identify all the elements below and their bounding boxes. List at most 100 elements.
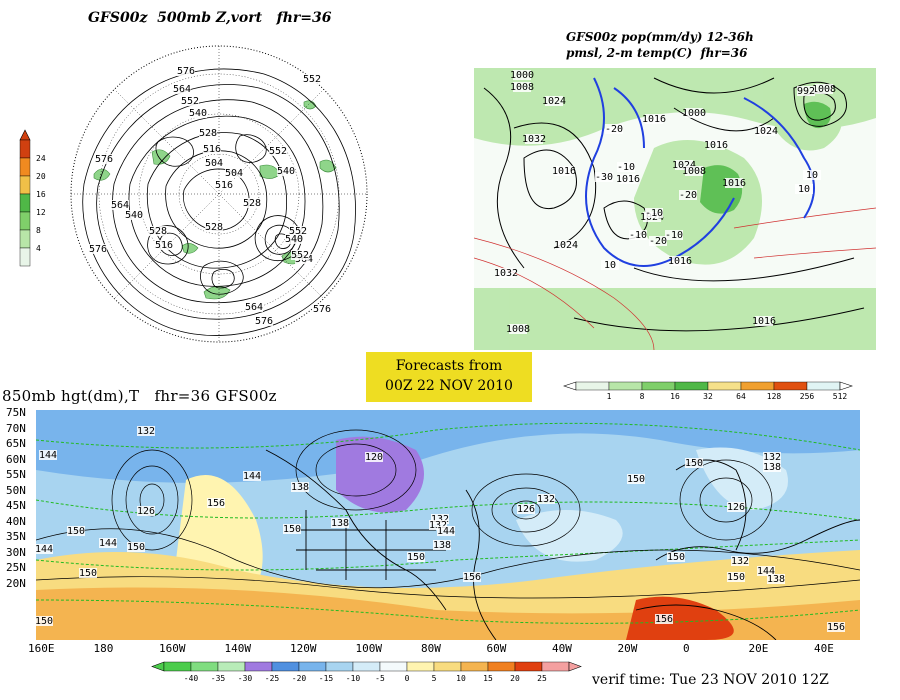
contour-label-bg bbox=[757, 566, 775, 576]
colorbar-label: 64 bbox=[736, 392, 746, 401]
contour-label-bg bbox=[303, 74, 321, 84]
contour-label: 576 bbox=[89, 244, 107, 255]
contour-label: 516 bbox=[215, 180, 233, 191]
contour-label-bg bbox=[255, 316, 273, 326]
precip-colorbar: 1 8 16 32 64 128 256 512 bbox=[563, 381, 853, 401]
contour-label-bg bbox=[757, 126, 775, 136]
contour-label: -10 bbox=[617, 162, 635, 173]
contour-label: 138 bbox=[291, 482, 309, 493]
contour-label: 150 bbox=[727, 572, 745, 583]
contour-label: 564 bbox=[111, 200, 129, 211]
panel-850mb-title: 850mb hgt(dm),T fhr=36 GFS00z bbox=[2, 387, 277, 405]
contour-label-bg bbox=[283, 524, 301, 534]
colorbar-label: 0 bbox=[405, 674, 410, 683]
contour-label: -10 bbox=[629, 230, 647, 241]
contour-label-bg bbox=[365, 452, 383, 462]
colorbar-swatch bbox=[406, 661, 435, 672]
colorbar-swatch bbox=[608, 381, 643, 391]
contour-label: 150 bbox=[283, 524, 301, 535]
height-contours bbox=[36, 429, 860, 599]
contour-label-bg bbox=[431, 514, 449, 524]
panel-pop-title-line1: GFS00z pop(mm/dy) 12-36h bbox=[566, 30, 754, 44]
lat-label: 25N bbox=[6, 561, 26, 574]
contour-label-bg bbox=[243, 198, 261, 208]
colorbar-label: 512 bbox=[833, 392, 848, 401]
colorbar-label: -30 bbox=[238, 674, 253, 683]
contour-label: 528 bbox=[199, 128, 217, 139]
graticule bbox=[71, 46, 367, 342]
contour-label: -20 bbox=[649, 236, 667, 247]
panel-500mb-title: GFS00z 500mb Z,vort fhr=36 bbox=[88, 10, 332, 26]
contour-label-bg bbox=[207, 498, 225, 508]
contour-label: 150 bbox=[667, 552, 685, 563]
contour-label: 528 bbox=[243, 198, 261, 209]
contour-label: 1008 bbox=[510, 82, 534, 93]
colorbar-label: 15 bbox=[483, 674, 493, 683]
lon-label: 20W bbox=[617, 642, 638, 655]
lat-label: 50N bbox=[6, 483, 26, 497]
contour-label: 144 bbox=[99, 538, 117, 549]
contour-label-bg bbox=[619, 174, 637, 184]
colorbar-swatch bbox=[19, 193, 31, 213]
contour-label-bg bbox=[205, 222, 223, 232]
colorbar-label: 20 bbox=[36, 172, 46, 181]
colorbar-label: 4 bbox=[36, 244, 41, 253]
contour-label-bg bbox=[39, 450, 57, 460]
colorbar-label: -25 bbox=[265, 674, 280, 683]
forecast-line1: Forecasts from bbox=[395, 358, 503, 374]
contour-label: 156 bbox=[463, 572, 481, 583]
contour-label-bg bbox=[645, 114, 663, 124]
lat-label: 75N bbox=[6, 406, 26, 419]
contour-label: 516 bbox=[155, 240, 173, 251]
isobars bbox=[483, 77, 865, 332]
contour-label: 1024 bbox=[672, 160, 696, 171]
contour-label-bg bbox=[727, 572, 745, 582]
colorbar-swatch bbox=[433, 661, 462, 672]
colorbar-swatch bbox=[19, 229, 31, 249]
colorbar-swatch bbox=[190, 661, 219, 672]
contour-label-bg bbox=[437, 526, 455, 536]
contour-label: 552 bbox=[181, 96, 199, 107]
contour-label-bg bbox=[685, 166, 703, 176]
contour-label-bg bbox=[67, 526, 85, 536]
contour-label: 144 bbox=[437, 526, 455, 537]
colorbar-label: 8 bbox=[640, 392, 645, 401]
colorbar-swatch bbox=[514, 661, 543, 672]
colorbar-swatch bbox=[460, 661, 489, 672]
contour-label-bg bbox=[595, 172, 613, 182]
contour-label-bg bbox=[555, 166, 573, 176]
contour-label-bg bbox=[155, 240, 173, 250]
contour-label-bg bbox=[665, 230, 683, 240]
contour-label: 1024 bbox=[554, 240, 578, 251]
contour-label: -10 bbox=[645, 208, 663, 219]
contour-label: 1016 bbox=[704, 140, 728, 151]
contour-label: 1016 bbox=[668, 256, 692, 267]
contour-label: 144 bbox=[757, 566, 775, 577]
colorbar-swatch bbox=[352, 661, 381, 672]
coastlines bbox=[265, 449, 860, 640]
colorbar-label: 12 bbox=[36, 208, 46, 217]
colorbar-swatch bbox=[674, 381, 709, 391]
contour-label-bg bbox=[513, 70, 531, 80]
contour-label: 144 bbox=[39, 450, 57, 461]
contour-label: 138 bbox=[433, 540, 451, 551]
colorbar-swatch bbox=[271, 661, 300, 672]
contour-label-bg bbox=[707, 140, 725, 150]
contour-label: 138 bbox=[763, 462, 781, 473]
verif-time: verif time: Tue 23 NOV 2010 12Z bbox=[592, 672, 829, 688]
contour-label: 1024 bbox=[754, 126, 778, 137]
precip-fill bbox=[474, 68, 876, 350]
contour-label: 132 bbox=[537, 494, 555, 505]
contour-label: 150 bbox=[36, 616, 53, 627]
contour-label-bg bbox=[731, 556, 749, 566]
contour-label-bg bbox=[111, 200, 129, 210]
contour-label: 1000 bbox=[510, 70, 534, 81]
lon-label: 40W bbox=[552, 642, 572, 655]
contour-label: 10 bbox=[798, 184, 810, 195]
contour-label: 150 bbox=[79, 568, 97, 579]
colorbar-swatch bbox=[487, 661, 516, 672]
colorbar-label: -35 bbox=[211, 674, 226, 683]
contour-label-bg bbox=[269, 146, 287, 156]
colorbar-label: -10 bbox=[346, 674, 361, 683]
contour-label: 552 bbox=[303, 74, 321, 85]
